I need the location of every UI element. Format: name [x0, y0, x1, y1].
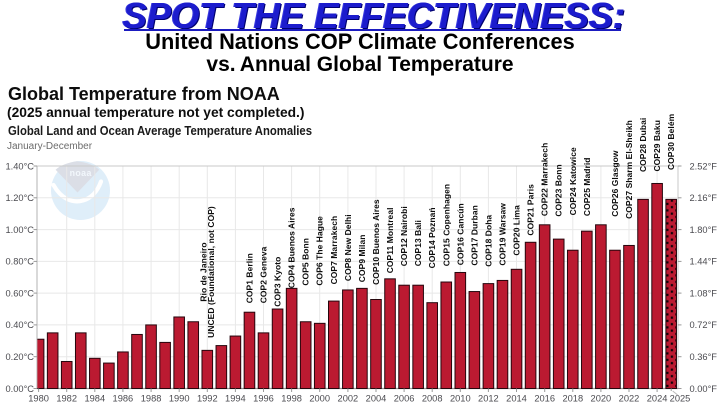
svg-text:0.36°F: 0.36°F [690, 352, 718, 362]
svg-text:2006: 2006 [394, 394, 415, 404]
svg-text:1996: 1996 [253, 394, 274, 404]
svg-text:1982: 1982 [56, 394, 77, 404]
svg-text:COP28 Dubai: COP28 Dubai [638, 118, 648, 172]
svg-text:1986: 1986 [113, 394, 134, 404]
svg-text:COP21 Paris: COP21 Paris [526, 184, 536, 236]
svg-text:1.08°F: 1.08°F [690, 288, 718, 298]
svg-text:COP27 Sharm El-Sheikh: COP27 Sharm El-Sheikh [624, 120, 634, 219]
svg-text:2012: 2012 [478, 394, 499, 404]
svg-text:1984: 1984 [84, 394, 105, 404]
svg-text:COP17 Durban: COP17 Durban [469, 205, 479, 266]
svg-text:COP19 Warsaw: COP19 Warsaw [498, 203, 508, 266]
svg-text:COP22 Marrakech: COP22 Marrakech [540, 143, 550, 216]
svg-text:COP25 Madrid: COP25 Madrid [582, 157, 592, 216]
svg-text:2010: 2010 [450, 394, 471, 404]
svg-text:2000: 2000 [309, 394, 330, 404]
svg-text:UNCED (Foundational, not COP): UNCED (Foundational, not COP) [206, 206, 216, 338]
svg-text:1.40°C: 1.40°C [5, 161, 34, 171]
svg-text:0.72°F: 0.72°F [690, 320, 718, 330]
svg-text:2.16°F: 2.16°F [690, 193, 718, 203]
svg-text:2020: 2020 [591, 394, 612, 404]
svg-text:COP24 Katowice: COP24 Katowice [568, 147, 578, 215]
svg-text:2024: 2024 [647, 394, 668, 404]
svg-text:COP20 Lima: COP20 Lima [512, 205, 522, 256]
svg-text:2014: 2014 [506, 394, 527, 404]
svg-text:COP3 Kyoto: COP3 Kyoto [273, 257, 283, 307]
svg-text:noaa: noaa [70, 168, 92, 178]
svg-text:1992: 1992 [197, 394, 218, 404]
svg-text:COP14 Poznań: COP14 Poznań [427, 207, 437, 268]
svg-text:2002: 2002 [338, 394, 359, 404]
svg-text:0.60°C: 0.60°C [5, 288, 34, 298]
svg-text:1.20°C: 1.20°C [5, 193, 34, 203]
svg-text:0.40°C: 0.40°C [5, 320, 34, 330]
svg-text:COP29 Baku: COP29 Baku [652, 120, 662, 171]
svg-text:COP15 Copenhagen: COP15 Copenhagen [441, 184, 451, 266]
svg-text:Rio de Janeiro: Rio de Janeiro [199, 242, 209, 301]
svg-text:0.80°C: 0.80°C [5, 257, 34, 267]
svg-text:COP7 Marrakech: COP7 Marrakech [329, 216, 339, 285]
svg-text:1980: 1980 [28, 394, 49, 404]
svg-text:COP30 Belém: COP30 Belém [666, 114, 676, 170]
svg-text:COP9 Milan: COP9 Milan [357, 235, 367, 283]
svg-text:1.44°F: 1.44°F [690, 257, 718, 267]
svg-text:0.20°C: 0.20°C [5, 352, 34, 362]
svg-text:2016: 2016 [534, 394, 555, 404]
svg-text:COP2 Geneva: COP2 Geneva [259, 246, 269, 303]
svg-text:COP13 Bali: COP13 Bali [413, 220, 423, 266]
svg-text:1.00°C: 1.00°C [5, 225, 34, 235]
svg-text:0.00°C: 0.00°C [5, 384, 34, 394]
svg-text:COP5 Bonn: COP5 Bonn [301, 238, 311, 286]
svg-text:COP12 Nairobi: COP12 Nairobi [399, 206, 409, 266]
svg-text:COP6 The Hague: COP6 The Hague [315, 216, 325, 286]
svg-text:COP4 Buenos Aires: COP4 Buenos Aires [287, 207, 297, 288]
svg-text:COP10 Buenos Aires: COP10 Buenos Aires [371, 199, 381, 285]
svg-text:COP23 Bonn: COP23 Bonn [554, 164, 564, 216]
svg-text:0.00°F: 0.00°F [690, 384, 718, 394]
svg-text:2025: 2025 [670, 394, 691, 404]
svg-text:COP11 Montreal: COP11 Montreal [385, 207, 395, 273]
svg-text:1988: 1988 [141, 394, 162, 404]
svg-text:COP1 Berlin: COP1 Berlin [245, 253, 255, 303]
svg-text:2018: 2018 [562, 394, 583, 404]
svg-text:2008: 2008 [422, 394, 443, 404]
svg-text:1990: 1990 [169, 394, 190, 404]
svg-text:COP18 Doha: COP18 Doha [483, 215, 493, 267]
svg-text:2022: 2022 [619, 394, 640, 404]
svg-text:1.80°F: 1.80°F [690, 225, 718, 235]
svg-text:1998: 1998 [281, 394, 302, 404]
svg-text:2.52°F: 2.52°F [690, 161, 718, 171]
svg-text:2004: 2004 [366, 394, 387, 404]
svg-text:COP16 Cancún: COP16 Cancún [455, 203, 465, 265]
svg-text:1994: 1994 [225, 394, 246, 404]
svg-text:COP8 New Delhi: COP8 New Delhi [343, 214, 353, 281]
svg-text:COP26 Glasgow: COP26 Glasgow [610, 150, 620, 217]
